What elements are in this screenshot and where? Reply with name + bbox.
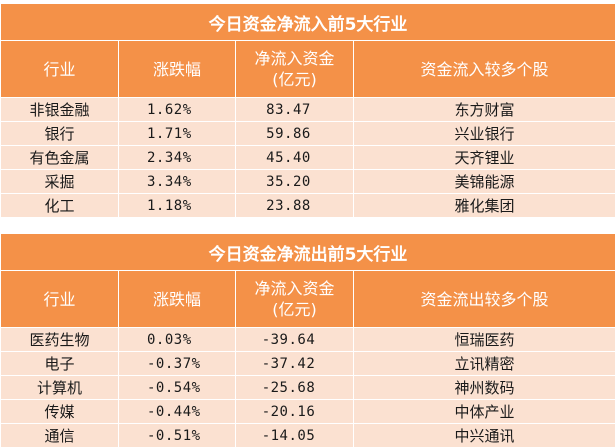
sector-cell: 有色金属: [1, 146, 119, 170]
stock-cell: 神州数码: [354, 376, 615, 400]
sector-cell: 医药生物: [1, 328, 119, 352]
change-cell: 1.18%: [119, 194, 236, 218]
change-cell: 0.03%: [119, 328, 236, 352]
inflow-table: 今日资金净流入前5大行业 行业 涨跌幅 净流入资金 (亿元) 资金流入较多个股 …: [0, 3, 615, 218]
header-change: 涨跌幅: [119, 271, 236, 328]
header-stocks: 资金流出较多个股: [354, 271, 615, 328]
sector-cell: 非银金融: [1, 98, 119, 122]
net-cell: 83.47: [236, 98, 354, 122]
outflow-title-row: 今日资金净流出前5大行业: [1, 234, 615, 271]
table-row: 化工 1.18% 23.88 雅化集团: [1, 194, 615, 218]
stock-cell: 雅化集团: [354, 194, 615, 218]
table-row: 医药生物 0.03% -39.64 恒瑞医药: [1, 328, 615, 352]
header-net-inflow-label: 净流入资金: [236, 278, 353, 299]
stock-cell: 恒瑞医药: [354, 328, 615, 352]
header-change: 涨跌幅: [119, 41, 236, 98]
sector-cell: 电子: [1, 352, 119, 376]
header-sector: 行业: [1, 41, 119, 98]
inflow-title: 今日资金净流入前5大行业: [1, 4, 615, 41]
stock-cell: 东方财富: [354, 98, 615, 122]
net-cell: 23.88: [236, 194, 354, 218]
sector-cell: 化工: [1, 194, 119, 218]
stock-cell: 天齐锂业: [354, 146, 615, 170]
header-unit: (亿元): [236, 299, 353, 320]
sector-cell: 传媒: [1, 400, 119, 424]
table-row: 采掘 3.34% 35.20 美锦能源: [1, 170, 615, 194]
header-unit: (亿元): [236, 69, 353, 90]
header-sector: 行业: [1, 271, 119, 328]
table-row: 电子 -0.37% -37.42 立讯精密: [1, 352, 615, 376]
net-cell: 45.40: [236, 146, 354, 170]
header-net-inflow: 净流入资金 (亿元): [236, 41, 354, 98]
outflow-title: 今日资金净流出前5大行业: [1, 234, 615, 271]
stock-cell: 兴业银行: [354, 122, 615, 146]
sector-cell: 采掘: [1, 170, 119, 194]
change-cell: 3.34%: [119, 170, 236, 194]
inflow-title-row: 今日资金净流入前5大行业: [1, 4, 615, 41]
change-cell: -0.54%: [119, 376, 236, 400]
net-cell: -37.42: [236, 352, 354, 376]
sector-cell: 计算机: [1, 376, 119, 400]
outflow-header-row: 行业 涨跌幅 净流入资金 (亿元) 资金流出较多个股: [1, 271, 615, 328]
table-row: 计算机 -0.54% -25.68 神州数码: [1, 376, 615, 400]
outflow-table: 今日资金净流出前5大行业 行业 涨跌幅 净流入资金 (亿元) 资金流出较多个股 …: [0, 233, 615, 448]
net-cell: 35.20: [236, 170, 354, 194]
header-stocks: 资金流入较多个股: [354, 41, 615, 98]
table-row: 有色金属 2.34% 45.40 天齐锂业: [1, 146, 615, 170]
table-row: 非银金融 1.62% 83.47 东方财富: [1, 98, 615, 122]
table-row: 银行 1.71% 59.86 兴业银行: [1, 122, 615, 146]
net-cell: 59.86: [236, 122, 354, 146]
change-cell: 2.34%: [119, 146, 236, 170]
stock-cell: 立讯精密: [354, 352, 615, 376]
change-cell: 1.71%: [119, 122, 236, 146]
table-row: 传媒 -0.44% -20.16 中体产业: [1, 400, 615, 424]
stock-cell: 美锦能源: [354, 170, 615, 194]
header-net-inflow-label: 净流入资金: [236, 48, 353, 69]
net-cell: -20.16: [236, 400, 354, 424]
sector-cell: 银行: [1, 122, 119, 146]
net-cell: -39.64: [236, 328, 354, 352]
net-cell: -25.68: [236, 376, 354, 400]
stock-cell: 中体产业: [354, 400, 615, 424]
inflow-header-row: 行业 涨跌幅 净流入资金 (亿元) 资金流入较多个股: [1, 41, 615, 98]
change-cell: -0.44%: [119, 400, 236, 424]
change-cell: -0.37%: [119, 352, 236, 376]
header-net-inflow: 净流入资金 (亿元): [236, 271, 354, 328]
change-cell: 1.62%: [119, 98, 236, 122]
